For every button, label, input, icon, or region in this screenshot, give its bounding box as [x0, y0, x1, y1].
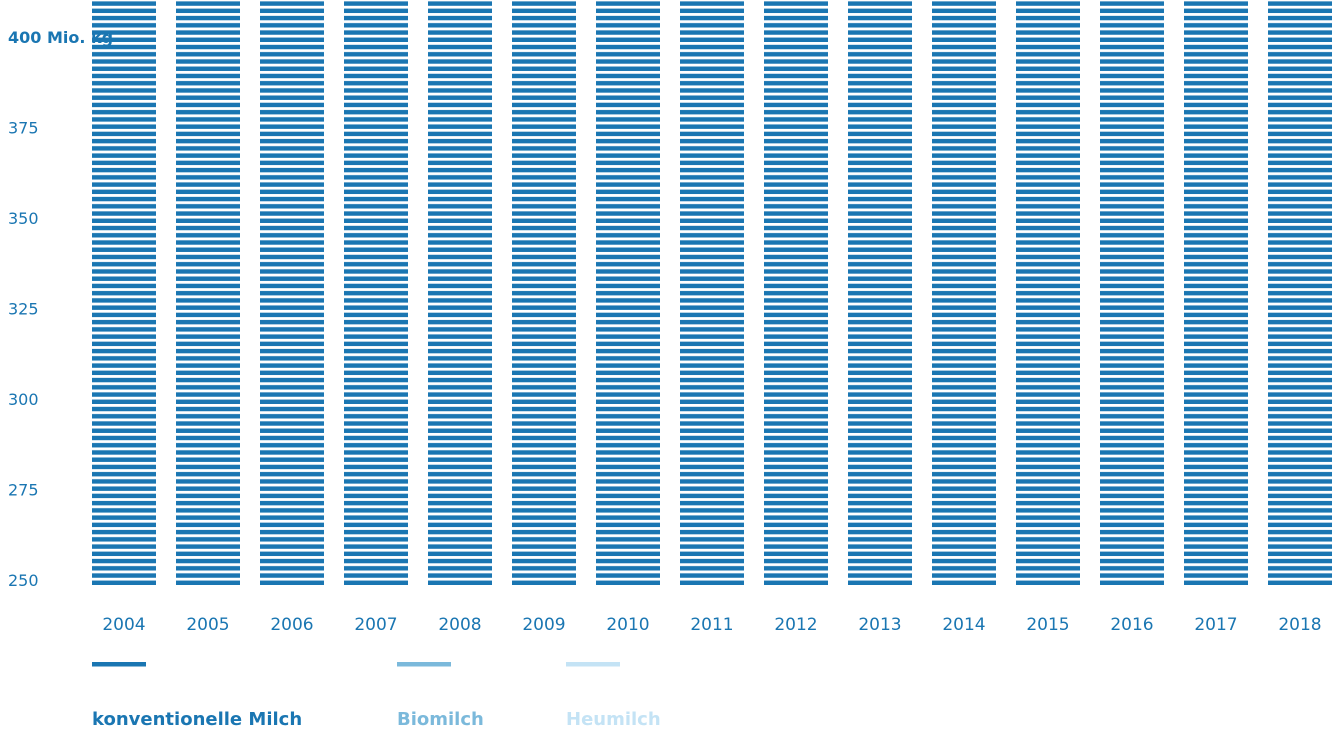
- x-tick-label: 2007: [354, 615, 397, 635]
- x-tick-label: 2015: [1026, 615, 1069, 635]
- x-tick-label: 2016: [1110, 615, 1153, 635]
- x-tick-label: 2012: [774, 615, 817, 635]
- bar-segment: [932, 0, 996, 585]
- y-tick-label: 375: [8, 118, 39, 137]
- bar-segment: [764, 0, 828, 586]
- legend-swatch: [566, 662, 620, 667]
- y-tick-label: 275: [8, 480, 39, 499]
- bar-segment: [1184, 0, 1248, 585]
- x-tick-label: 2017: [1194, 615, 1237, 635]
- x-tick-label: 2005: [186, 615, 229, 635]
- x-tick-label: 2013: [858, 615, 901, 635]
- legend-swatch: [397, 662, 451, 667]
- x-tick-label: 2009: [522, 615, 565, 635]
- bar-segment: [260, 0, 324, 585]
- x-tick-label: 2018: [1278, 615, 1321, 635]
- x-tick-label: 2008: [438, 615, 481, 635]
- bar-segment: [1016, 0, 1080, 585]
- bar-segment: [1100, 0, 1164, 585]
- bar-segment: [680, 0, 744, 586]
- x-tick-label: 2004: [102, 615, 145, 635]
- x-tick-label: 2014: [942, 615, 985, 635]
- bar-segment: [596, 0, 660, 586]
- legend-label: konventionelle Milch: [92, 709, 302, 730]
- bar-segment: [428, 0, 492, 585]
- y-tick-label: 400 Mio. kg: [8, 28, 113, 47]
- y-tick-label: 250: [8, 571, 39, 590]
- legend-label: Biomilch: [397, 709, 484, 730]
- x-tick-label: 2006: [270, 615, 313, 635]
- bar-segment: [1268, 0, 1332, 585]
- y-tick-label: 325: [8, 299, 39, 318]
- y-tick-label: 350: [8, 209, 39, 228]
- bar-segment: [848, 0, 912, 586]
- bar-segment: [344, 0, 408, 585]
- x-tick-label: 2010: [606, 615, 649, 635]
- bar-segment: [176, 0, 240, 585]
- legend-swatch: [92, 662, 146, 667]
- bar-segment: [92, 0, 156, 585]
- legend-label: Heumilch: [566, 709, 661, 730]
- x-tick-label: 2011: [690, 615, 733, 635]
- y-tick-label: 300: [8, 390, 39, 409]
- bar-segment: [512, 0, 576, 586]
